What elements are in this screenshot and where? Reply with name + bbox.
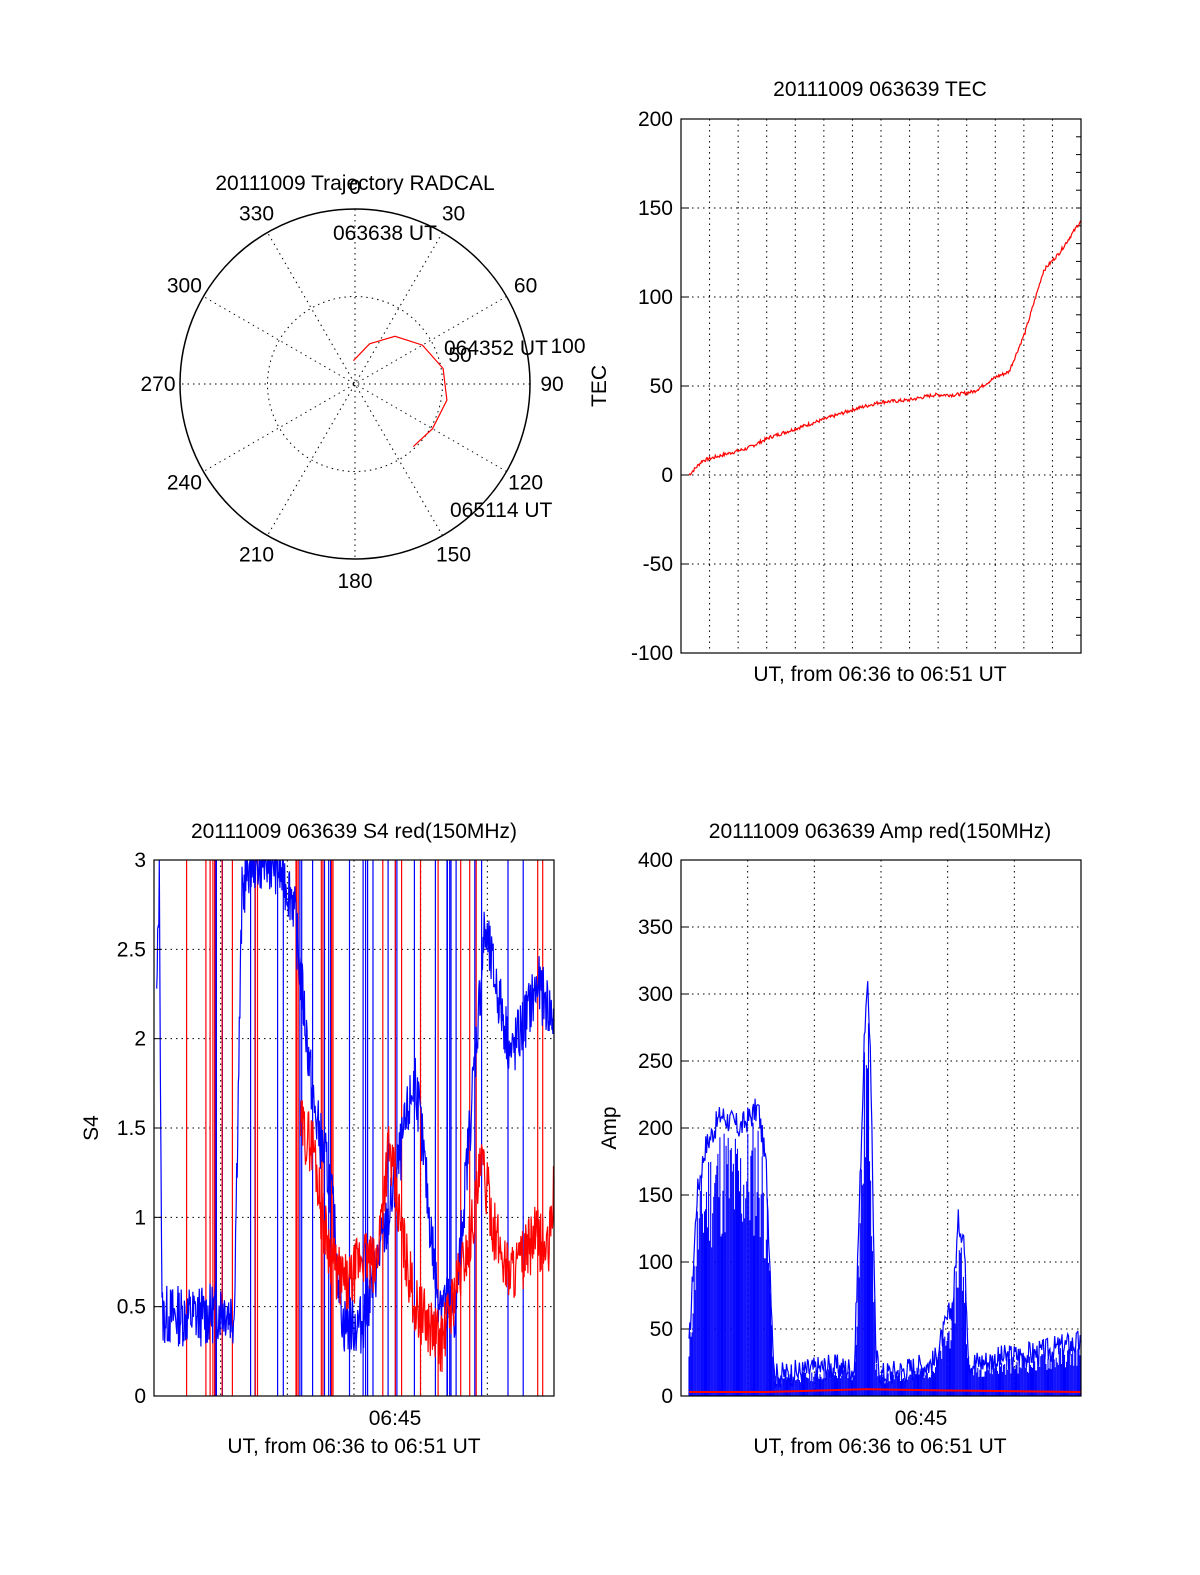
polar-radius-label-50: 50 <box>448 344 471 367</box>
tec-plot-frame <box>680 118 1082 654</box>
tec-xlabel: UT, from 06:36 to 06:51 UT <box>753 663 1006 686</box>
tec-grid <box>681 119 1081 653</box>
tec-minor-ticks <box>1076 136 1081 636</box>
ytick-label: 0 <box>661 1385 673 1408</box>
polar-spoke <box>267 232 443 536</box>
polar-angle-label: 150 <box>436 544 471 567</box>
polar-spokes <box>180 209 530 559</box>
ytick-label: 150 <box>638 197 673 220</box>
polar-angle-label: 270 <box>140 373 175 396</box>
ytick-label: 0 <box>661 464 673 487</box>
ytick-label: 400 <box>638 849 673 872</box>
amp-xlabel: UT, from 06:36 to 06:51 UT <box>753 1435 1006 1458</box>
amp-ylabel: Amp <box>598 1106 621 1149</box>
trajectory-mid-label: 064352 UT <box>444 337 548 360</box>
amp-series-blue <box>688 981 1082 1389</box>
s4-ylabel: S4 <box>80 1115 103 1141</box>
polar-spoke <box>267 232 443 536</box>
ytick-label: 100 <box>638 1251 673 1274</box>
s4-title: 20111009 063639 S4 red(150MHz) <box>191 820 517 843</box>
s4-spikes <box>186 860 544 1396</box>
ytick-label: -100 <box>631 642 673 665</box>
polar-spoke <box>203 296 507 472</box>
polar-angle-label: 90 <box>540 373 563 396</box>
ytick-label: 200 <box>638 108 673 131</box>
ytick-label: 1.5 <box>117 1117 146 1140</box>
polar-radius-label-100: 100 <box>550 335 585 358</box>
ytick-label: 100 <box>638 286 673 309</box>
s4-xtick-0645: 06:45 <box>369 1407 422 1430</box>
polar-angle-label: 240 <box>167 472 202 495</box>
ytick-label: 2.5 <box>117 938 146 961</box>
tec-series-line <box>688 220 1082 476</box>
polar-angle-label: 180 <box>337 570 372 593</box>
polar-angle-label: 330 <box>239 202 274 225</box>
ytick-label: 0 <box>134 1385 146 1408</box>
amp-panel: 20111009 063639 Amp red(150MHz) 400 350 30… <box>598 820 1082 1458</box>
ytick-label: 50 <box>650 375 673 398</box>
polar-angle-label: 0 <box>349 176 361 199</box>
ytick-label: 3 <box>134 849 146 872</box>
trajectory-panel: 20111009 Trajectory RADCAL 0 30 60 90 120 150… <box>140 172 585 593</box>
ytick-label: 200 <box>638 1117 673 1140</box>
tec-panel: 20111009 063639 TEC 200150100500-50-100 … <box>588 78 1082 686</box>
amp-xtick-0645: 06:45 <box>895 1407 948 1430</box>
ytick-label: 250 <box>638 1050 673 1073</box>
polar-angle-label: 60 <box>514 275 537 298</box>
polar-spoke <box>203 296 507 472</box>
s4-xlabel: UT, from 06:36 to 06:51 UT <box>227 1435 480 1458</box>
polar-angle-labels: 0 30 60 90 120 150 180 210 240 270 300 330 <box>140 176 563 593</box>
amp-series-red <box>689 1388 1082 1393</box>
ytick-label: 2 <box>134 1028 146 1051</box>
s4-panel: 20111009 063639 S4 red(150MHz) 3 2.5 2 1.5 1… <box>80 820 555 1458</box>
amp-title: 20111009 063639 Amp red(150MHz) <box>709 820 1051 843</box>
ytick-label: 50 <box>650 1318 673 1341</box>
trajectory-title: 20111009 Trajectory RADCAL <box>215 172 494 195</box>
tec-ylabel: TEC <box>588 365 611 407</box>
s4-yticks: 3 2.5 2 1.5 1 0.5 0 <box>117 849 162 1408</box>
ytick-label: 1 <box>134 1206 146 1229</box>
ytick-label: 300 <box>638 983 673 1006</box>
polar-angle-label: 120 <box>508 472 543 495</box>
trajectory-start-label: 063638 UT <box>333 222 437 245</box>
polar-inner-circle <box>267 296 443 472</box>
polar-angle-label: 30 <box>442 202 465 225</box>
ytick-label: 150 <box>638 1184 673 1207</box>
tec-yticks: 200 150 100 50 0 -50 -100 <box>631 108 689 665</box>
amp-yticks: 400 350 300 250 200 150 100 50 0 <box>638 849 689 1408</box>
s4-series-blue <box>156 859 555 1354</box>
ytick-label: -50 <box>643 553 673 576</box>
polar-angle-label: 300 <box>167 275 202 298</box>
polar-angle-label: 210 <box>239 544 274 567</box>
amp-noise-band <box>688 1023 1081 1396</box>
s4-series-red <box>300 1100 555 1373</box>
trajectory-end-label: 065114 UT <box>450 499 553 522</box>
tec-title: 20111009 063639 TEC <box>773 78 987 101</box>
trajectory-line <box>352 335 448 448</box>
ytick-label: 350 <box>638 916 673 939</box>
ytick-label: 0.5 <box>117 1296 146 1319</box>
